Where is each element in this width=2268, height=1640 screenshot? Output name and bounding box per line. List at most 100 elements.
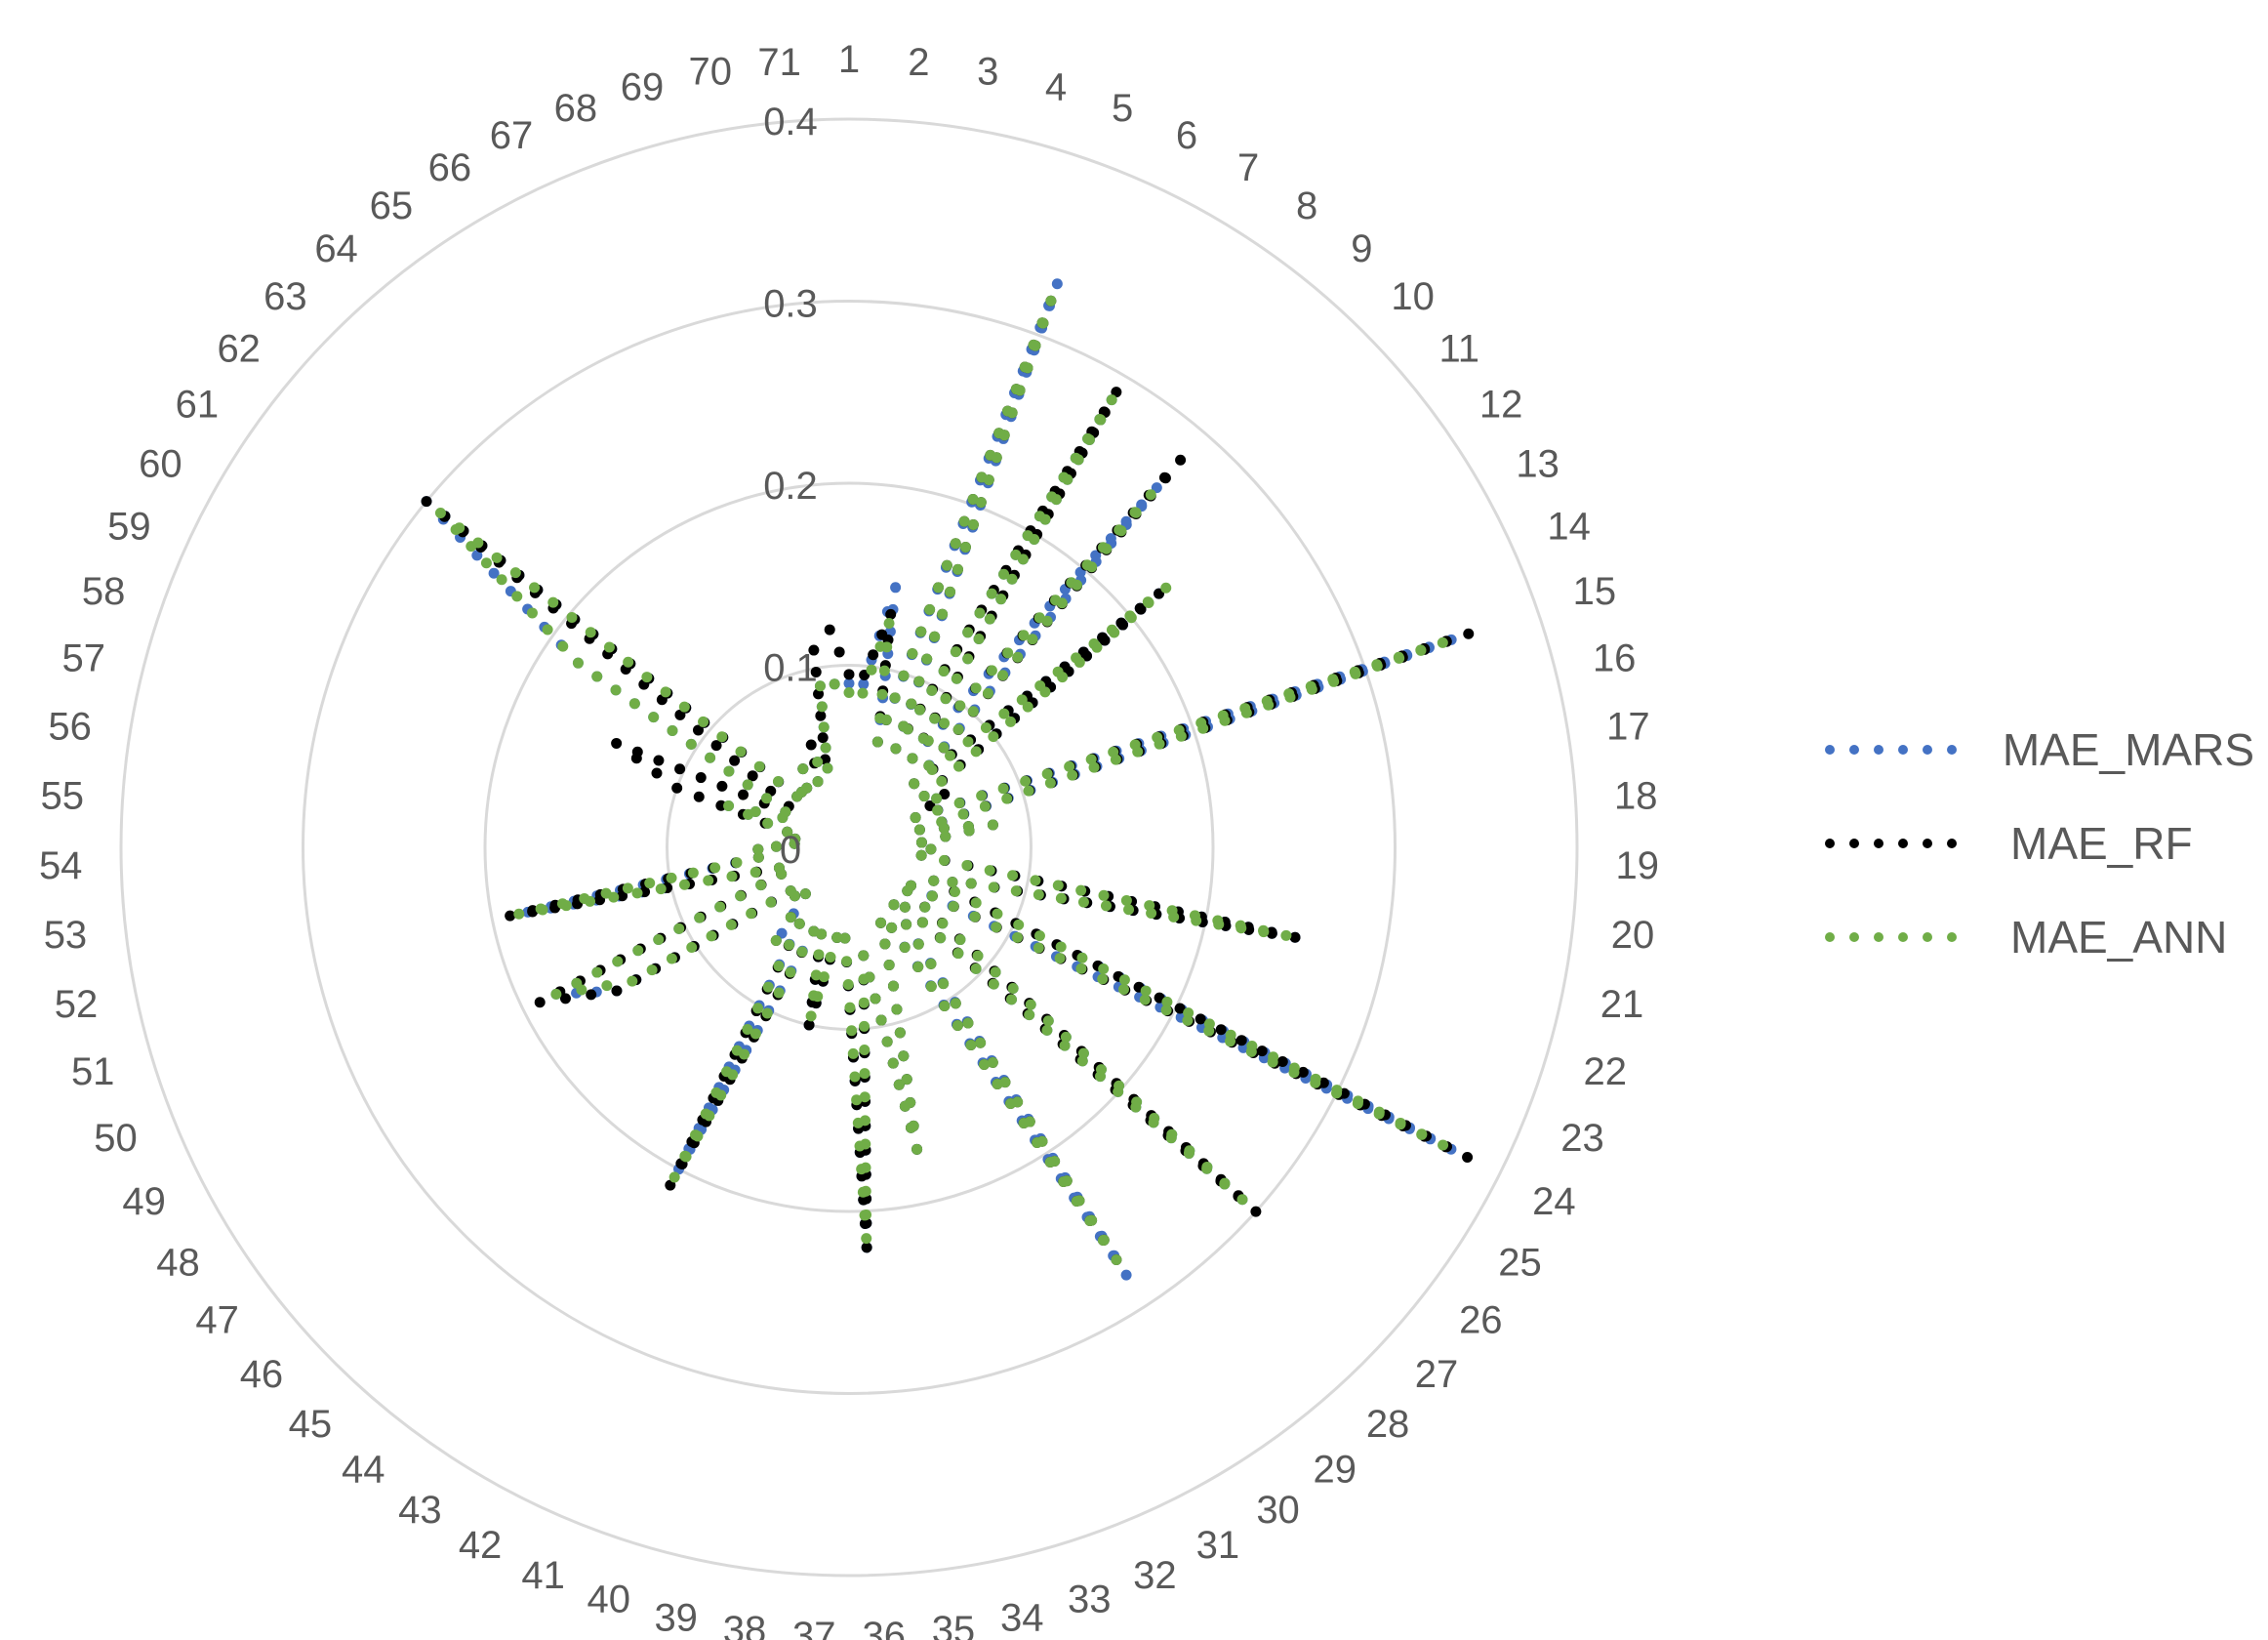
series-point: [833, 646, 845, 658]
series-point: [1143, 596, 1154, 608]
series-point: [965, 878, 977, 889]
series-point: [1438, 1139, 1449, 1151]
legend-marker-ann: [1825, 932, 1971, 942]
category-label: 59: [107, 505, 151, 548]
series-point: [1055, 892, 1067, 904]
series-point: [891, 1004, 903, 1015]
series-point: [496, 574, 507, 586]
series-point: [790, 833, 801, 844]
category-label: 4: [1045, 65, 1067, 108]
series-point: [665, 1179, 676, 1191]
series-point: [911, 1143, 923, 1155]
series-point: [812, 776, 824, 788]
series-point: [611, 985, 623, 997]
series-point: [1416, 1128, 1428, 1140]
category-label: 65: [370, 184, 414, 227]
series-point: [982, 687, 993, 699]
series-point: [1077, 896, 1089, 908]
category-label: 32: [1133, 1554, 1177, 1597]
series-point: [1073, 454, 1084, 466]
series-point: [1118, 984, 1130, 996]
series-point: [666, 953, 677, 964]
radial-tick-label: 0: [780, 829, 801, 872]
series-point: [973, 633, 985, 644]
series-point: [1215, 1024, 1227, 1036]
series-point: [698, 716, 709, 727]
series-point: [913, 824, 925, 836]
category-label: 11: [1439, 327, 1480, 370]
series-point: [1030, 875, 1041, 886]
legend-marker-mars: [1825, 745, 1964, 755]
series-point: [612, 956, 624, 967]
series-point: [953, 798, 965, 809]
series-point: [556, 898, 568, 910]
radial-tick-label: 0.3: [763, 283, 818, 326]
series-point: [653, 755, 665, 766]
series-point: [952, 563, 963, 575]
series-point: [1071, 1195, 1082, 1207]
series-point: [1051, 278, 1063, 290]
series-point: [842, 978, 854, 990]
series-point: [883, 618, 895, 630]
series-point: [995, 594, 1007, 605]
series-point: [805, 739, 817, 751]
series-point: [1118, 974, 1130, 986]
category-label: 1: [838, 38, 860, 81]
series-point: [660, 686, 671, 698]
category-label: 6: [1176, 114, 1197, 157]
series-point: [1191, 915, 1202, 926]
series-point: [899, 941, 911, 953]
series-point: [716, 780, 728, 792]
series-point: [974, 607, 986, 619]
series-point: [679, 1150, 691, 1162]
category-label: 63: [263, 275, 307, 318]
series-point: [1263, 699, 1275, 711]
series-point: [686, 941, 698, 953]
series-point: [1075, 884, 1087, 896]
category-label: 57: [62, 636, 106, 679]
series-point: [945, 750, 956, 761]
series-point: [693, 791, 705, 802]
radial-tick-label: 0.1: [763, 647, 818, 690]
series-point: [726, 871, 738, 882]
series-point: [1203, 1025, 1215, 1037]
category-label: 60: [139, 442, 182, 485]
series-point: [1159, 472, 1171, 484]
series-point: [962, 653, 974, 665]
series-point: [857, 1186, 869, 1198]
series-point: [915, 626, 927, 637]
series-point: [871, 736, 883, 748]
legend-dot: [1825, 932, 1835, 942]
series-point: [947, 877, 958, 888]
series-point: [641, 672, 653, 683]
series-point: [965, 1039, 977, 1050]
series-point: [962, 1017, 974, 1029]
series-point: [591, 671, 603, 682]
series-point: [1018, 1117, 1030, 1128]
series-point: [1160, 582, 1172, 594]
series-point: [991, 452, 1002, 464]
series-point: [957, 808, 969, 820]
series-point: [939, 718, 951, 729]
series-point: [861, 1242, 872, 1253]
series-point: [925, 958, 937, 969]
series-point: [952, 723, 964, 735]
series-point: [535, 903, 547, 915]
series-point: [909, 778, 920, 790]
series-point: [651, 767, 663, 779]
series-point: [898, 670, 910, 681]
series-point: [1235, 1035, 1247, 1046]
series-point: [1145, 489, 1156, 501]
series-point: [986, 588, 997, 599]
series-point: [919, 901, 931, 913]
series-point: [1033, 888, 1044, 900]
series-point: [926, 684, 938, 696]
series-point: [542, 624, 553, 636]
series-point: [747, 770, 758, 782]
series-point: [998, 430, 1010, 441]
legend-dot: [1849, 745, 1859, 755]
series-point: [1042, 1015, 1054, 1027]
series-point: [1067, 769, 1078, 781]
series-point: [859, 1068, 871, 1080]
series-point: [1039, 686, 1051, 698]
